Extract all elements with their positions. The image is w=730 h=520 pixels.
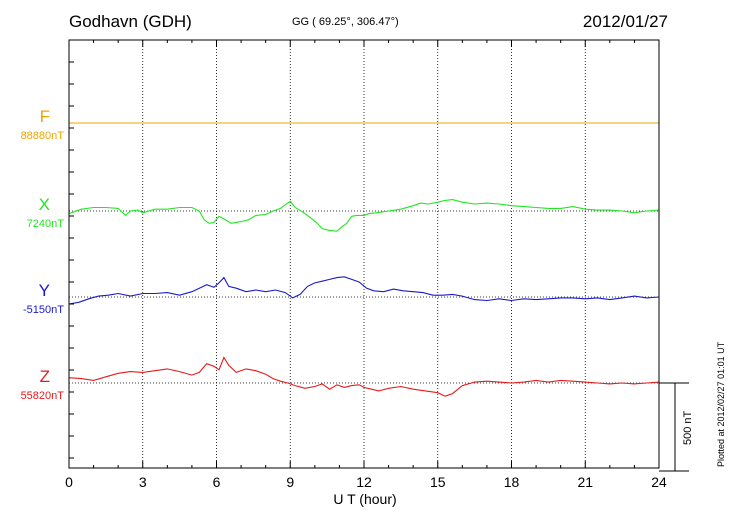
component-label-y: Y: [38, 281, 50, 300]
component-label-x: X: [38, 195, 50, 214]
baseline-value-y: -5150nT: [23, 304, 64, 316]
axis-ticks: 0 3 6 9 12 15 18 21 24: [65, 39, 667, 490]
x-tick-label: 21: [577, 474, 593, 490]
plotted-timestamp: Plotted at 2012/02/27 01:01 UT: [716, 341, 726, 467]
x-tick-label: 15: [430, 474, 446, 490]
station-title: Godhavn (GDH): [69, 12, 192, 31]
series-lines: [68, 122, 660, 397]
x-tick-label: 0: [65, 474, 73, 490]
chart-date: 2012/01/27: [582, 12, 668, 31]
baseline-value-x: 7240nT: [26, 218, 64, 230]
series-z-line: [68, 356, 660, 397]
scale-bar: [659, 382, 689, 472]
station-coordinates: GG ( 69.25°, 306.47°): [292, 16, 399, 28]
x-tick-label: 18: [504, 474, 520, 490]
baseline-value-f: 88880nT: [20, 130, 64, 142]
series-x-line: [68, 199, 660, 232]
scale-label: 500 nT: [682, 410, 694, 445]
x-axis-label: U T (hour): [333, 491, 397, 507]
series-y-line: [68, 276, 660, 305]
x-tick-label: 12: [356, 474, 372, 490]
baseline-value-z: 55820nT: [20, 390, 64, 402]
component-label-z: Z: [39, 367, 50, 386]
x-tick-label: 6: [213, 474, 221, 490]
grid-lines: [142, 40, 586, 468]
x-tick-label: 9: [286, 474, 294, 490]
component-label-f: F: [39, 107, 50, 126]
x-tick-label: 24: [651, 474, 667, 490]
x-tick-label: 3: [139, 474, 147, 490]
